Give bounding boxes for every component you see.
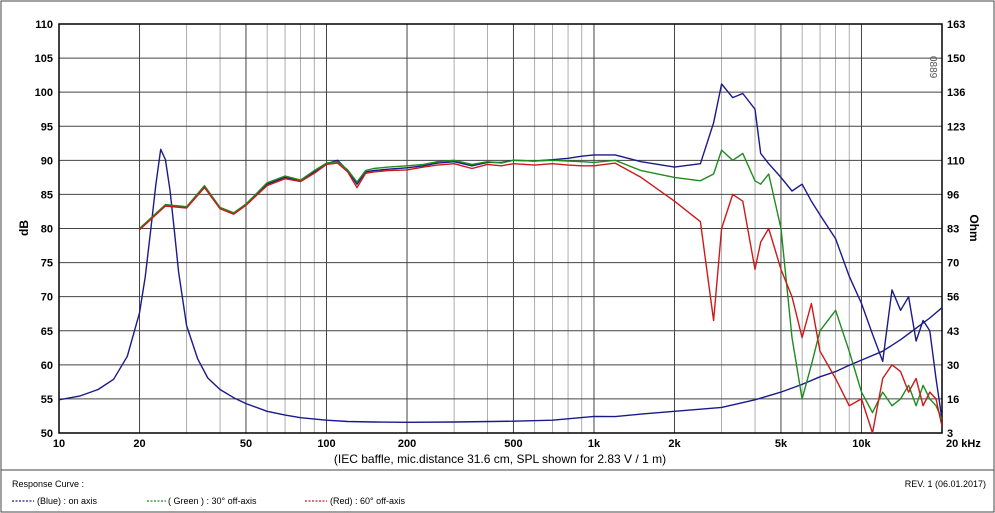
plot-area — [58, 23, 943, 434]
x-tick-label: 2k — [668, 438, 681, 450]
x-tick-label: 100 — [317, 438, 335, 450]
series-impedance — [59, 148, 942, 423]
legend-label-green: ( Green ) : 30° off-axis — [168, 496, 257, 506]
legend-label-blue: (Blue) : on axis — [37, 496, 98, 506]
y2-tick-label: 70 — [947, 258, 959, 270]
y-tick-label: 50 — [41, 428, 53, 440]
x-tick-label: 50 — [240, 438, 252, 450]
legend-item-red: (Red) : 60° off-axis — [305, 496, 405, 506]
y2-tick-label: 163 — [947, 19, 965, 31]
series-red-60deg — [139, 162, 942, 433]
y-tick-label: 75 — [41, 258, 53, 270]
y2-tick-label: 3 — [947, 428, 953, 440]
y-tick-label: 80 — [41, 224, 53, 236]
y-tick-label: 90 — [41, 155, 53, 167]
y2-tick-label: 150 — [947, 53, 965, 65]
x-tick-label: 500 — [504, 438, 522, 450]
y2-tick-label: 96 — [947, 189, 959, 201]
grid — [59, 24, 942, 433]
series-blue-on-axis — [139, 83, 942, 420]
tick-labels: 10 20 50 100 200 500 1k 2k 5k 10k 20 kHz 50 55 60 65 70… — [35, 19, 982, 450]
y2-tick-label: 110 — [947, 155, 965, 167]
y-tick-label: 65 — [41, 326, 53, 338]
x-tick-label: 1k — [588, 438, 601, 450]
x-axis-title: (IEC baffle, mic.distance 31.6 cm, SPL s… — [334, 452, 666, 466]
legend-item-blue: (Blue) : on axis — [12, 496, 98, 506]
y2-tick-label: 136 — [947, 87, 965, 99]
y2-tick-label: 43 — [947, 326, 959, 338]
y-tick-label: 60 — [41, 360, 53, 372]
y2-tick-label: 123 — [947, 121, 965, 133]
x-tick-label: 200 — [398, 438, 416, 450]
y-tick-label: 100 — [35, 87, 53, 99]
y-axis-title: dB — [17, 220, 31, 236]
x-tick-label: 20 kHz — [946, 438, 981, 450]
y2-tick-label: 56 — [947, 292, 959, 304]
y-tick-label: 110 — [35, 19, 53, 31]
x-tick-label: 5k — [775, 438, 788, 450]
series-layer — [59, 83, 942, 433]
legend-item-green: ( Green ) : 30° off-axis — [147, 496, 257, 506]
y-tick-label: 85 — [41, 189, 53, 201]
y-tick-label: 105 — [35, 53, 53, 65]
x-tick-label: 10 — [53, 438, 65, 450]
y2-tick-label: 16 — [947, 394, 959, 406]
legend-label-red: (Red) : 60° off-axis — [330, 496, 405, 506]
y2-tick-label: 30 — [947, 360, 959, 372]
y-tick-label: 70 — [41, 292, 53, 304]
x-tick-label: 20 — [133, 438, 145, 450]
revision-label: REV. 1 (06.01.2017) — [905, 479, 986, 489]
x-tick-label: 10k — [852, 438, 871, 450]
y-tick-label: 95 — [41, 121, 53, 133]
watermark: 0889 — [927, 56, 938, 79]
legend-title: Response Curve : — [12, 479, 84, 489]
y2-tick-label: 83 — [947, 224, 959, 236]
y2-axis-title: Ohm — [967, 214, 981, 241]
y-tick-label: 55 — [41, 394, 53, 406]
series-green-30deg — [139, 149, 942, 420]
